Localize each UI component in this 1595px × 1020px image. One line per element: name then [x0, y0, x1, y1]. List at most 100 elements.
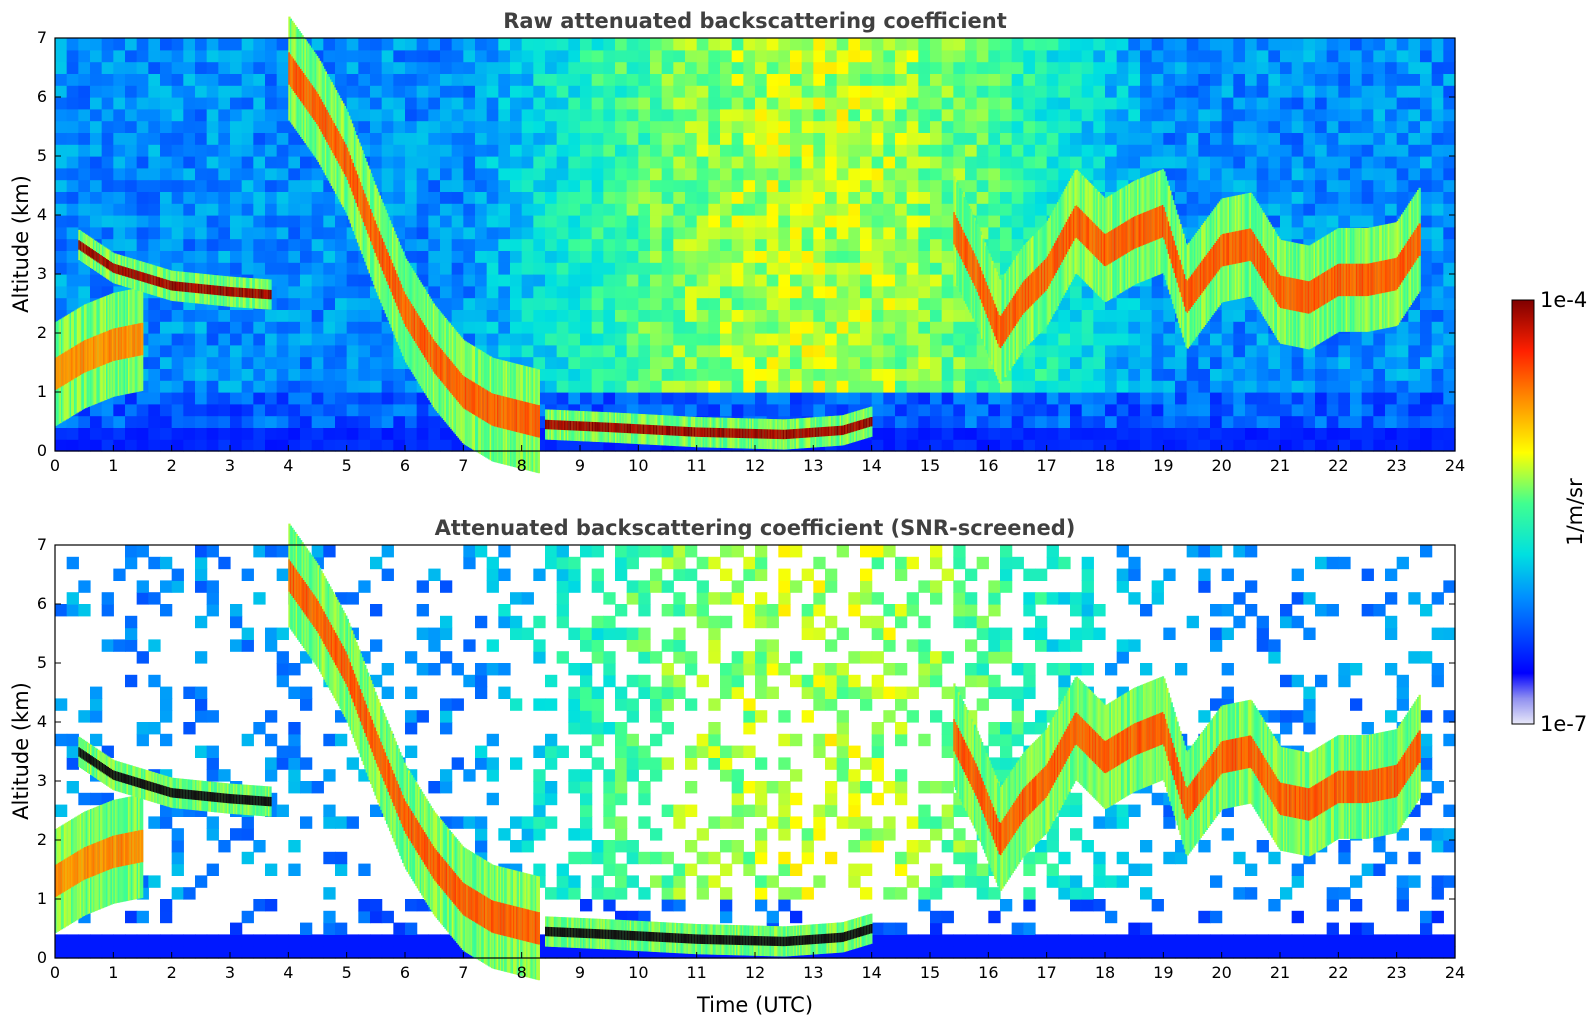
noise-cell: [1315, 85, 1328, 98]
noise-cell: [498, 321, 511, 334]
layer-core: [225, 286, 228, 297]
noise-cell: [580, 285, 593, 299]
noise-cell: [241, 156, 254, 169]
noise-cell: [1221, 144, 1234, 157]
noise-cell: [393, 38, 406, 51]
noise-cell: [1245, 132, 1258, 145]
noise-cell: [836, 321, 849, 334]
noise-cell: [1373, 380, 1386, 393]
noise-cell: [591, 262, 604, 275]
noise-cell: [801, 120, 814, 133]
noise-cell: [171, 403, 184, 417]
noise-cell: [1151, 356, 1164, 369]
noise-cell: [253, 167, 266, 181]
noise-cell: [346, 333, 359, 346]
noise-cell: [825, 309, 838, 322]
layer-core: [133, 269, 137, 280]
noise-cell: [731, 97, 744, 110]
noise-cell: [836, 108, 849, 122]
noise-cell: [1151, 368, 1164, 381]
layer-core: [415, 310, 418, 344]
noise-cell: [1198, 380, 1211, 393]
noise-cell: [1431, 179, 1444, 192]
noise-cell: [1116, 392, 1129, 405]
noise-cell: [1443, 85, 1456, 98]
noise-cell: [311, 368, 324, 381]
noise-cell: [591, 309, 604, 322]
noise-cell: [1000, 415, 1013, 428]
noise-cell: [195, 144, 208, 157]
noise-cell: [1233, 380, 1246, 393]
noise-cell: [241, 191, 254, 204]
layer-core: [85, 339, 88, 372]
noise-cell: [370, 392, 383, 405]
noise-cell: [521, 156, 534, 169]
noise-cell: [1186, 108, 1199, 122]
noise-cell: [66, 427, 79, 440]
noise-cell: [755, 309, 768, 322]
noise-cell: [836, 61, 849, 74]
noise-cell: [1303, 179, 1316, 192]
noise-cell: [1233, 356, 1246, 369]
noise-cell: [265, 344, 278, 358]
layer-core: [553, 420, 557, 430]
layer-core: [68, 349, 71, 383]
noise-cell: [288, 132, 301, 145]
noise-cell: [615, 380, 628, 393]
noise-cell: [148, 179, 161, 192]
layer-core: [507, 397, 510, 430]
noise-cell: [148, 108, 161, 122]
noise-cell: [825, 144, 838, 157]
noise-cell: [813, 226, 826, 240]
noise-cell: [556, 344, 569, 358]
layer-core: [361, 185, 364, 219]
noise-cell: [1326, 368, 1339, 381]
noise-cell: [743, 309, 756, 322]
noise-cell: [113, 238, 126, 251]
noise-cell: [381, 392, 394, 405]
noise-cell: [685, 49, 698, 63]
noise-cell: [1303, 144, 1316, 157]
noise-cell: [988, 380, 1001, 393]
noise-cell: [253, 38, 266, 51]
layer-core: [129, 325, 132, 358]
noise-cell: [545, 38, 558, 51]
noise-cell: [1420, 49, 1433, 63]
noise-cell: [708, 167, 721, 181]
noise-cell: [451, 285, 464, 299]
noise-cell: [125, 191, 138, 204]
noise-cell: [160, 85, 173, 98]
noise-cell: [766, 73, 779, 86]
noise-cell: [1280, 415, 1293, 428]
noise-cell: [66, 191, 79, 204]
noise-cell: [148, 356, 161, 369]
noise-cell: [685, 179, 698, 192]
noise-cell: [218, 333, 231, 346]
noise-cell: [1116, 368, 1129, 381]
noise-cell: [976, 156, 989, 169]
noise-cell: [381, 120, 394, 133]
noise-cell: [906, 156, 919, 169]
noise-cell: [918, 108, 931, 122]
noise-cell: [1443, 38, 1456, 51]
noise-cell: [311, 403, 324, 417]
noise-cell: [381, 403, 394, 417]
noise-cell: [638, 120, 651, 133]
layer-core: [143, 272, 147, 283]
noise-cell: [871, 262, 884, 275]
noise-cell: [486, 274, 499, 287]
noise-cell: [836, 380, 849, 393]
noise-cell: [276, 368, 289, 381]
noise-cell: [358, 274, 371, 287]
noise-cell: [801, 380, 814, 393]
noise-cell: [1058, 403, 1071, 417]
noise-cell: [1233, 38, 1246, 51]
noise-cell: [183, 38, 196, 51]
noise-cell: [533, 191, 546, 204]
noise-cell: [1081, 368, 1094, 381]
noise-cell: [1408, 144, 1421, 157]
noise-cell: [568, 274, 581, 287]
noise-cell: [55, 274, 68, 287]
noise-cell: [918, 120, 931, 133]
noise-cell: [708, 108, 721, 122]
